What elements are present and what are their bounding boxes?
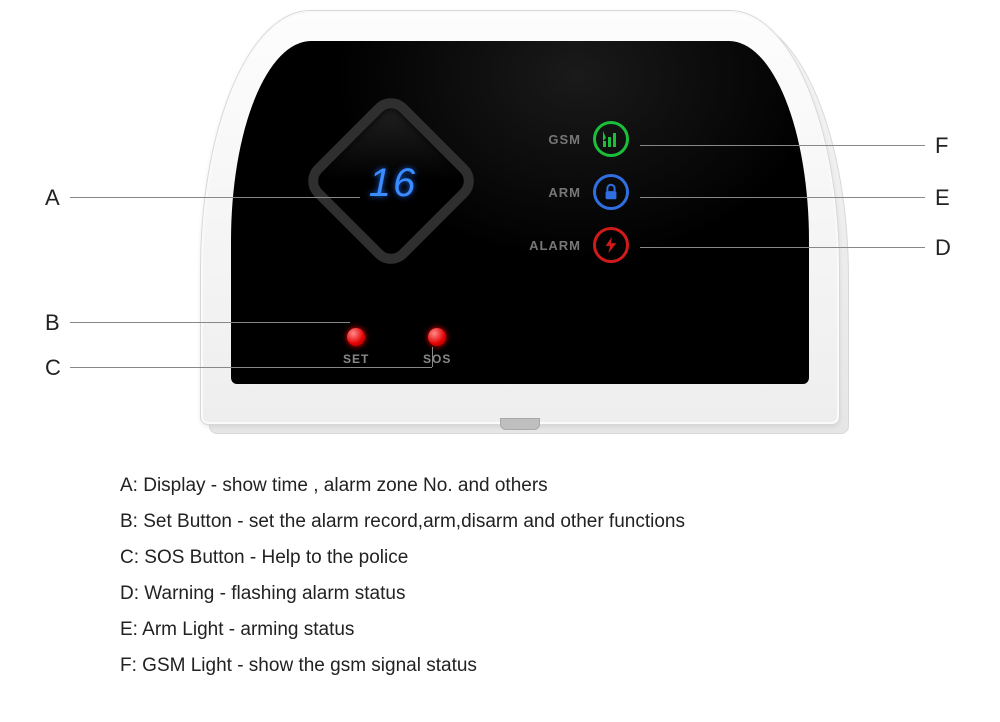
legend-D: D: Warning - flashing alarm status bbox=[120, 583, 960, 605]
alarm-indicator-row: ALARM bbox=[521, 227, 629, 263]
lcd-display-value: 16 bbox=[353, 161, 433, 206]
ir-sensor bbox=[500, 418, 540, 430]
callout-E: E bbox=[935, 185, 950, 211]
front-panel: 16 GSM ARM ALARM SET SOS bbox=[231, 41, 809, 384]
callout-D: D bbox=[935, 235, 951, 261]
legend: A: Display - show time , alarm zone No. … bbox=[120, 475, 960, 691]
leader-A bbox=[70, 197, 360, 198]
leader-C bbox=[70, 367, 432, 368]
callout-A: A bbox=[45, 185, 60, 211]
bolt-icon bbox=[593, 227, 629, 263]
sos-button-label: SOS bbox=[423, 352, 451, 366]
set-button-label: SET bbox=[343, 352, 369, 366]
lock-icon bbox=[593, 174, 629, 210]
legend-C: C: SOS Button - Help to the police bbox=[120, 547, 960, 569]
gsm-label: GSM bbox=[521, 132, 581, 147]
signal-icon bbox=[593, 121, 629, 157]
legend-A: A: Display - show time , alarm zone No. … bbox=[120, 475, 960, 497]
leader-D bbox=[640, 247, 925, 248]
arm-indicator-row: ARM bbox=[521, 174, 629, 210]
callout-B: B bbox=[45, 310, 60, 336]
arm-label: ARM bbox=[521, 185, 581, 200]
legend-E: E: Arm Light - arming status bbox=[120, 619, 960, 641]
leader-E bbox=[640, 197, 925, 198]
gsm-indicator-row: GSM bbox=[521, 121, 629, 157]
set-button[interactable]: SET bbox=[343, 328, 369, 366]
leader-C-vert bbox=[432, 347, 433, 367]
callout-F: F bbox=[935, 133, 948, 159]
alarm-label: ALARM bbox=[521, 238, 581, 253]
leader-F bbox=[640, 145, 925, 146]
sos-button[interactable]: SOS bbox=[423, 328, 451, 366]
leader-B bbox=[70, 322, 350, 323]
legend-F: F: GSM Light - show the gsm signal statu… bbox=[120, 655, 960, 677]
sos-led-icon bbox=[428, 328, 446, 346]
set-led-icon bbox=[347, 328, 365, 346]
device-body: 16 GSM ARM ALARM SET SOS bbox=[200, 10, 840, 425]
legend-B: B: Set Button - set the alarm record,arm… bbox=[120, 511, 960, 533]
callout-C: C bbox=[45, 355, 61, 381]
